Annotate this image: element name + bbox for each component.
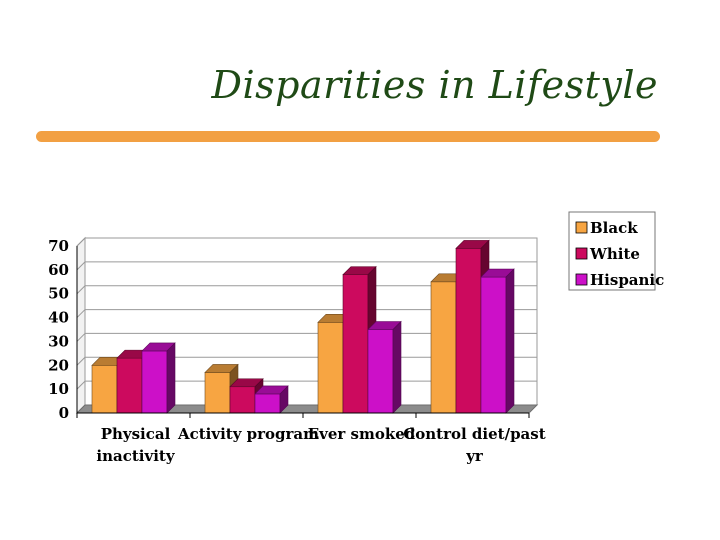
legend-swatch-black (575, 221, 588, 234)
y-tick-label: 20 (48, 356, 69, 374)
bar-white (229, 386, 256, 414)
legend-swatch-white (575, 247, 588, 260)
bar-side-hispanic (505, 268, 515, 414)
x-category-label: Ever smoked (308, 425, 416, 443)
bar-hispanic (367, 329, 394, 414)
gridline-side (76, 237, 86, 247)
gridline-side (76, 380, 86, 390)
bar-side-hispanic (166, 342, 176, 414)
x-category-label: Control diet/past (403, 425, 545, 443)
slide-title: Disparities in Lifestyle (211, 63, 658, 107)
bar-hispanic (254, 393, 281, 414)
x-category-label: inactivity (96, 447, 175, 465)
gridline-side (76, 309, 86, 318)
bar-black (430, 281, 457, 414)
bar-white (342, 274, 369, 414)
bar-hispanic (480, 276, 507, 414)
y-tick-label: 40 (48, 309, 69, 327)
y-tick-label: 50 (48, 285, 69, 303)
y-tick-label: 70 (48, 237, 69, 255)
title-underline-rule (36, 131, 660, 142)
x-category-label: yr (465, 447, 484, 465)
y-tick-label: 60 (48, 261, 69, 279)
bar-black (317, 322, 344, 414)
bar-white (116, 357, 143, 414)
gridline-side (76, 333, 86, 342)
y-tick-label: 0 (59, 404, 69, 422)
bar-black (204, 372, 231, 414)
legend-label-hispanic: Hispanic (590, 271, 664, 289)
x-category-label: Activity program (177, 425, 319, 443)
bar-hispanic (141, 350, 168, 414)
legend-swatch-hispanic (575, 273, 588, 286)
x-category-label: Physical (101, 425, 171, 443)
bar-white (455, 248, 482, 414)
legend-label-black: Black (590, 219, 638, 237)
y-tick-label: 30 (48, 332, 69, 350)
y-tick-label: 10 (48, 380, 69, 398)
legend-label-white: White (589, 245, 640, 263)
chart-side-wall (76, 236, 86, 415)
gridline-side (76, 356, 86, 366)
gridline-side (76, 261, 86, 271)
gridline-side (76, 285, 86, 295)
bar-black (91, 364, 118, 414)
bar-side-hispanic (392, 320, 402, 414)
bar-side-hispanic (279, 385, 289, 414)
